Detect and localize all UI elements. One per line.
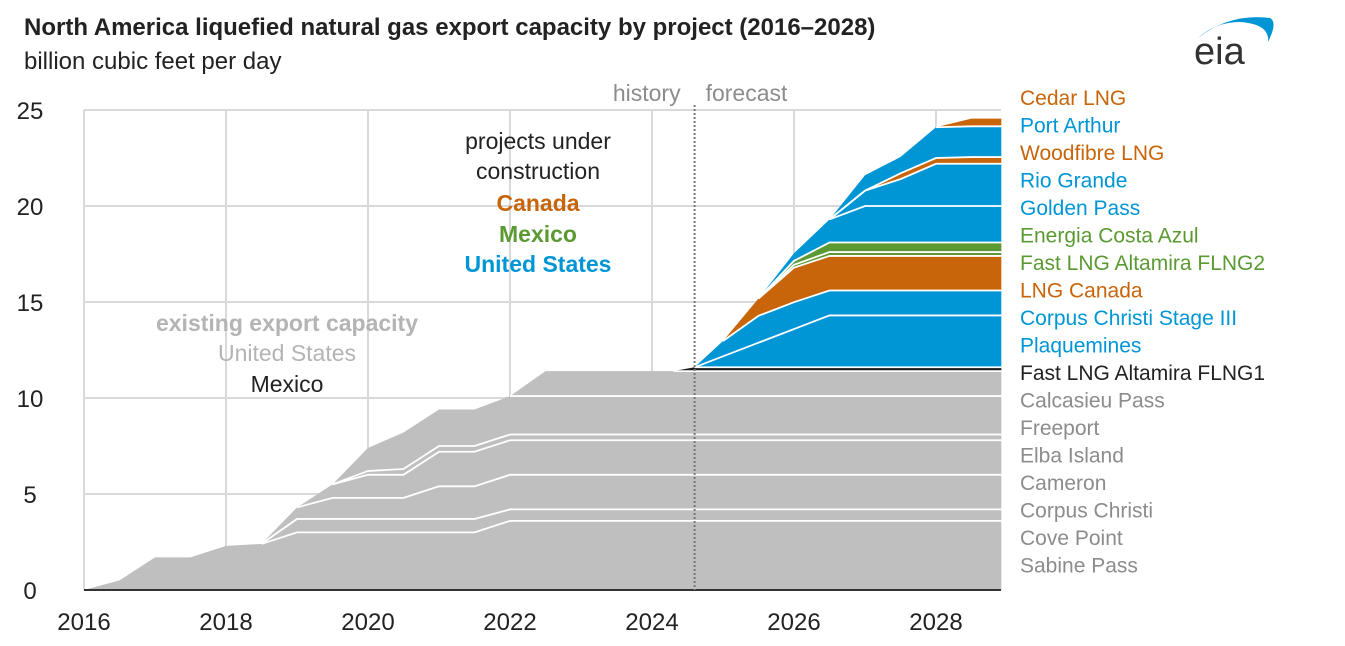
y-tick-label: 25: [17, 98, 44, 125]
series-separator: [757, 255, 1002, 300]
legend-entry: Calcasieu Pass: [1020, 390, 1165, 413]
x-tick-label: 2026: [767, 609, 820, 636]
y-tick-label: 10: [17, 386, 44, 413]
eia-logo: eia: [1194, 17, 1274, 70]
svg-text:eia: eia: [1194, 31, 1246, 70]
legend-entry: Elba Island: [1020, 445, 1124, 468]
legend-entry: Fast LNG Altamira FLNG2: [1020, 252, 1265, 275]
history-label: history: [613, 80, 681, 106]
area-sabine-pass: [84, 520, 1002, 590]
x-tick-label: 2024: [625, 609, 678, 636]
y-tick-label: 20: [17, 194, 44, 221]
legend-entry: Rio Grande: [1020, 170, 1127, 193]
y-tick-label: 0: [23, 578, 36, 605]
area-freeport: [84, 396, 1002, 590]
legend-entry: Port Arthur: [1020, 115, 1120, 138]
x-tick-label: 2022: [483, 609, 536, 636]
legend-entry: LNG Canada: [1020, 280, 1143, 303]
legend-entry: Corpus Christi: [1020, 500, 1153, 523]
legend-entry: Woodfibre LNG: [1020, 142, 1164, 165]
legend-entry: Fast LNG Altamira FLNG1: [1020, 362, 1265, 385]
series-separator: [332, 433, 1002, 486]
legend-entry: Freeport: [1020, 417, 1100, 440]
series-separator: [694, 314, 1002, 369]
chart-title: North America liquefied natural gas expo…: [24, 14, 876, 41]
series-separator: [722, 289, 1002, 342]
x-tick-label: 2016: [57, 609, 110, 636]
series-separator: [332, 439, 1002, 486]
x-tick-label: 2028: [909, 609, 962, 636]
existing-capacity-label: existing export capacity: [156, 310, 418, 336]
legend-entry: Sabine Pass: [1020, 555, 1138, 578]
legend-entry: Cameron: [1020, 472, 1106, 495]
series-separator: [757, 241, 1002, 300]
canada-label: Canada: [496, 190, 579, 216]
existing-mexico-label: Mexico: [251, 371, 324, 397]
area-plaquemines: [84, 315, 1002, 590]
area-calcasieu-pass: [84, 371, 1002, 590]
legend-entry: Plaquemines: [1020, 335, 1141, 358]
x-tick-label: 2020: [341, 609, 394, 636]
legend-entry: Cove Point: [1020, 527, 1123, 550]
legend-entry: Corpus Christi Stage III: [1020, 307, 1237, 330]
chart-subtitle: billion cubic feet per day: [24, 48, 282, 75]
existing-us-label: United States: [218, 340, 356, 366]
forecast-label: forecast: [706, 80, 788, 106]
series-separator: [261, 519, 1002, 545]
series-separator: [935, 125, 1002, 129]
united-states-label: United States: [465, 251, 612, 277]
legend-entry: Energia Costa Azul: [1020, 225, 1199, 248]
series-separator: [828, 156, 1002, 221]
projects-label-line1: projects under: [465, 128, 611, 154]
y-tick-label: 15: [17, 290, 44, 317]
series-separator: [260, 508, 1002, 545]
legend-entry: Cedar LNG: [1020, 87, 1126, 110]
x-tick-label: 2018: [199, 609, 252, 636]
legend-entry: Golden Pass: [1020, 197, 1140, 220]
series-separator: [829, 205, 1002, 221]
series-separator: [757, 251, 1002, 300]
area-cameron: [84, 440, 1002, 590]
projects-label-line2: construction: [476, 158, 600, 184]
mexico-label: Mexico: [499, 221, 577, 247]
y-tick-label: 5: [23, 482, 36, 509]
area-cove-point: [84, 509, 1002, 590]
area-lng-canada: [84, 255, 1002, 591]
